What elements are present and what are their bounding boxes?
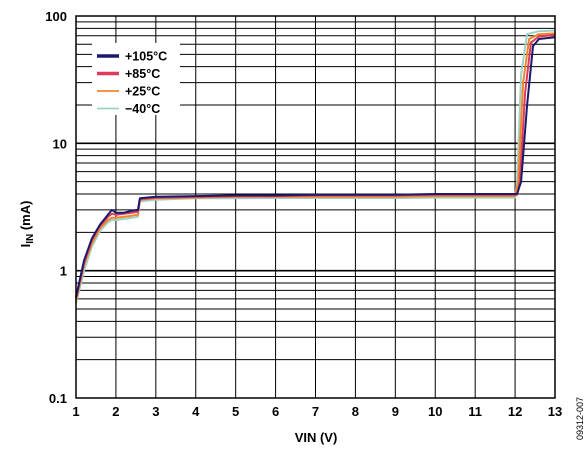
x-tick-label: 10 <box>428 404 442 419</box>
x-tick-label: 5 <box>232 404 239 419</box>
x-tick-label: 8 <box>352 404 359 419</box>
x-axis-label: VIN (V) <box>295 430 338 445</box>
y-tick-label: 100 <box>45 9 67 24</box>
legend-label: +105°C <box>125 50 167 64</box>
legend-label: +85°C <box>125 67 160 81</box>
legend-label: +25°C <box>125 85 160 99</box>
x-tick-label: 6 <box>272 404 279 419</box>
x-tick-label: 9 <box>392 404 399 419</box>
y-tick-labels: 0.1 1 10 100 <box>45 9 67 406</box>
y-axis-label-sub: IN <box>25 234 36 244</box>
y-axis-label: IIN (mA) <box>18 201 36 248</box>
x-tick-label: 3 <box>152 404 159 419</box>
plot-frame <box>75 15 556 399</box>
y-tick-label: 0.1 <box>49 391 67 406</box>
x-tick-label: 1 <box>72 404 79 419</box>
x-tick-label: 12 <box>508 404 522 419</box>
y-tick-label: 10 <box>53 136 67 151</box>
x-tick-label: 13 <box>548 404 562 419</box>
y-tick-label: 1 <box>60 264 67 279</box>
x-tick-label: 7 <box>312 404 319 419</box>
x-tick-label: 4 <box>192 404 200 419</box>
x-tick-label: 2 <box>112 404 119 419</box>
x-tick-label: 11 <box>468 404 482 419</box>
series-line <box>75 36 556 298</box>
y-axis-label-unit: (mA) <box>18 201 33 234</box>
series-lines <box>75 29 556 304</box>
figure-id: 09312-007 <box>575 397 585 440</box>
y-axis-label-main: I <box>18 244 33 248</box>
legend-label: −40°C <box>125 102 160 116</box>
x-tick-labels: 1 2 3 4 5 6 7 8 9 10 11 12 13 <box>72 404 562 419</box>
legend: +105°C +85°C +25°C −40°C <box>92 43 180 116</box>
